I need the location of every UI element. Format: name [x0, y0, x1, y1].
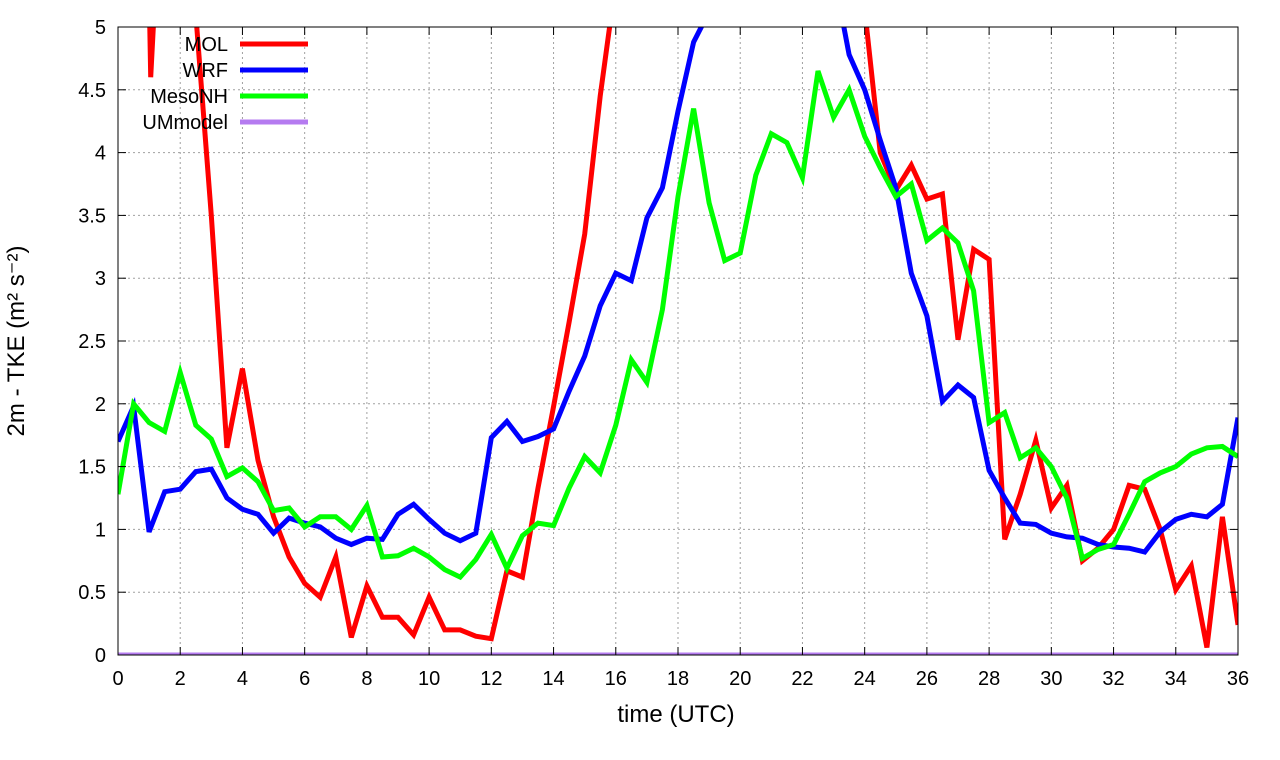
- x-tick-label: 22: [791, 668, 813, 690]
- y-tick-label: 2.5: [78, 331, 106, 353]
- x-tick-label: 2: [175, 668, 186, 690]
- x-tick-label: 32: [1102, 668, 1124, 690]
- y-tick-label: 3.5: [78, 205, 106, 227]
- x-tick-label: 24: [854, 668, 876, 690]
- legend: MOL WRF MesoNH UMmodel: [142, 34, 308, 134]
- axis-ticks: 0 2 4 6 8 10 12 14 16 18 20 22 24 26 28 30 32 34 3600.511.…: [78, 17, 1249, 690]
- x-tick-label: 28: [978, 668, 1000, 690]
- x-tick-label: 36: [1227, 668, 1249, 690]
- series-lines: [118, 27, 1238, 655]
- y-tick-label: 0.5: [78, 582, 106, 604]
- y-axis-label: 2m - TKE (m² s⁻²): [3, 246, 30, 437]
- series-line-mesonh: [118, 70, 1238, 581]
- x-axis-label: time (UTC): [617, 701, 734, 728]
- x-tick-label: 0: [112, 668, 123, 690]
- y-tick-label: 4: [95, 143, 106, 165]
- x-tick-label: 34: [1165, 668, 1187, 690]
- series-line-wrf: [118, 27, 1238, 555]
- y-tick-label: 3: [95, 268, 106, 290]
- legend-label-mesonh: MesoNH: [150, 86, 228, 108]
- y-tick-label: 2: [95, 394, 106, 416]
- x-tick-label: 10: [418, 668, 440, 690]
- x-tick-label: 20: [729, 668, 751, 690]
- y-tick-label: 5: [95, 17, 106, 39]
- y-tick-label: 1.5: [78, 457, 106, 479]
- x-tick-label: 14: [542, 668, 564, 690]
- x-tick-label: 4: [237, 668, 248, 690]
- x-tick-label: 8: [361, 668, 372, 690]
- x-tick-label: 30: [1040, 668, 1062, 690]
- y-tick-label: 0: [95, 645, 106, 667]
- legend-label-ummodel: UMmodel: [142, 112, 228, 134]
- x-tick-label: 26: [916, 668, 938, 690]
- x-tick-label: 12: [480, 668, 502, 690]
- y-tick-label: 1: [95, 519, 106, 541]
- x-tick-label: 18: [667, 668, 689, 690]
- legend-label-mol: MOL: [185, 34, 228, 56]
- x-tick-label: 16: [605, 668, 627, 690]
- series-line-mol: [147, 27, 1238, 648]
- y-tick-label: 4.5: [78, 80, 106, 102]
- legend-label-wrf: WRF: [182, 60, 228, 82]
- x-tick-label: 6: [299, 668, 310, 690]
